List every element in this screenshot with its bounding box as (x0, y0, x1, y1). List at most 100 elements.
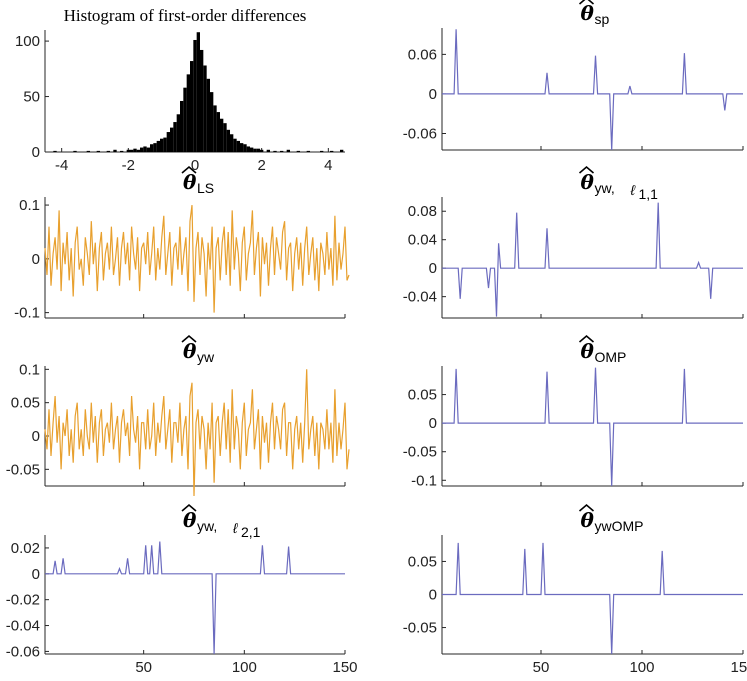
hist-bar (203, 65, 207, 152)
hist-bar (286, 149, 290, 152)
theta-symbol: θ (581, 1, 595, 25)
panel-yw_l21: 0.02 0 -0.02 -0.04 -0.06 50 100 150 θ yw, ℓ 2,1 (6, 503, 358, 676)
hist-bar (183, 87, 187, 152)
panel-yw_l11: 0.08 0.04 0 -0.04 θ yw, ℓ 1,1 (403, 165, 744, 319)
y-tick-label: 0 (32, 428, 40, 445)
hat-accent (578, 165, 595, 174)
y-tick-label: 0 (32, 251, 40, 268)
y-tick-label: -0.05 (6, 461, 40, 478)
y-tick-label: -0.1 (411, 472, 437, 489)
theta-symbol: θ (183, 170, 197, 194)
theta-symbol: θ (581, 508, 595, 532)
hist-bar (253, 148, 257, 152)
y-tick-label: -0.02 (6, 592, 40, 609)
y-tick-label: 0.1 (19, 361, 40, 378)
hist-bar (133, 148, 137, 152)
hist-bar (296, 150, 300, 152)
title-subscript-ell: ℓ (630, 182, 636, 198)
y-tick-label: -0.04 (403, 289, 437, 306)
hist-bar (200, 49, 204, 152)
hist-bar (136, 149, 140, 152)
hat-accent (181, 503, 197, 512)
hist-bar (190, 61, 194, 152)
hist-bar (306, 150, 310, 152)
panel-hist: 0 50 100 -4 -2 0 2 4 Histogram of first-order di… (15, 6, 345, 174)
series-line (442, 542, 743, 655)
hist-bar (213, 105, 217, 152)
y-tick-label: -0.06 (403, 126, 437, 143)
title-subscript: OMP (595, 349, 627, 365)
hist-bar (153, 143, 157, 152)
y-tick-label: -0.04 (6, 618, 40, 635)
x-tick-label: -2 (122, 157, 135, 174)
y-tick-label: 100 (15, 33, 40, 50)
hist-bar (340, 149, 344, 152)
hist-bar (280, 150, 284, 152)
hist-bar (220, 118, 224, 152)
hist-bar (140, 147, 144, 152)
y-tick-label: 0.08 (408, 203, 437, 220)
y-tick-label: 0.1 (19, 197, 40, 214)
hist-bar (210, 92, 214, 152)
hist-bar (320, 150, 324, 152)
title-subscript-ell: ℓ (232, 520, 238, 536)
hist-bar (246, 146, 250, 152)
hist-bar (196, 32, 200, 152)
hist-bar (143, 146, 147, 152)
hist-bar (193, 39, 197, 152)
theta-symbol: θ (581, 170, 595, 194)
hist-bar (250, 147, 254, 152)
x-tick-label: 100 (629, 659, 654, 676)
theta-symbol: θ (183, 339, 197, 363)
hist-bar (126, 149, 130, 152)
panel-sp: 0.06 0 -0.06 θ sp (403, 0, 744, 151)
x-tick-label: 100 (232, 659, 257, 676)
hist-bar (180, 100, 184, 152)
hat-accent (181, 334, 197, 343)
hist-bar (186, 74, 190, 152)
hist-bar (163, 137, 167, 152)
y-tick-label: 0 (32, 566, 40, 583)
panel-yw: 0.1 0.05 0 -0.05 θ yw (6, 334, 350, 497)
hist-bar (230, 134, 234, 152)
hist-bar (96, 150, 100, 152)
y-tick-label: 50 (23, 89, 40, 106)
hist-bar (233, 138, 237, 152)
title-subscript: sp (595, 11, 610, 27)
title-subscript: LS (197, 180, 214, 196)
series-line (442, 367, 743, 487)
x-tick-label: 150 (730, 659, 747, 676)
y-tick-label: 0.05 (11, 395, 40, 412)
hat-accent (181, 165, 197, 174)
y-tick-label: 0 (429, 415, 437, 432)
hist-bar (113, 149, 117, 152)
x-tick-label: 0 (191, 157, 199, 174)
hist-bar (106, 150, 110, 152)
title-subscript-index: 1,1 (639, 186, 659, 202)
y-tick-label: 0 (429, 86, 437, 103)
panel-ls: 0.1 0 -0.1 θ LS (14, 165, 350, 322)
x-tick-label: 4 (324, 157, 332, 174)
hist-bar (130, 149, 134, 152)
hist-bar (216, 112, 220, 152)
series-line (45, 541, 345, 655)
hat-accent (578, 503, 595, 512)
hist-bar (223, 123, 227, 152)
hist-bar (260, 149, 264, 152)
panel-omp: 0.05 0 -0.05 -0.1 θ OMP (403, 334, 744, 489)
hist-bar (150, 144, 154, 152)
hist-bar (86, 150, 90, 152)
y-tick-label: 0.05 (408, 553, 437, 570)
y-tick-label: 0.05 (408, 387, 437, 404)
chart-title: Histogram of first-order differences (64, 6, 307, 25)
hist-bar (166, 132, 170, 152)
y-tick-label: -0.05 (403, 444, 437, 461)
x-tick-label: 2 (257, 157, 265, 174)
x-tick-label: 150 (332, 659, 357, 676)
hist-bar (146, 147, 150, 152)
hist-bar (120, 150, 124, 152)
series-line (442, 202, 743, 317)
hist-bar (243, 144, 247, 152)
